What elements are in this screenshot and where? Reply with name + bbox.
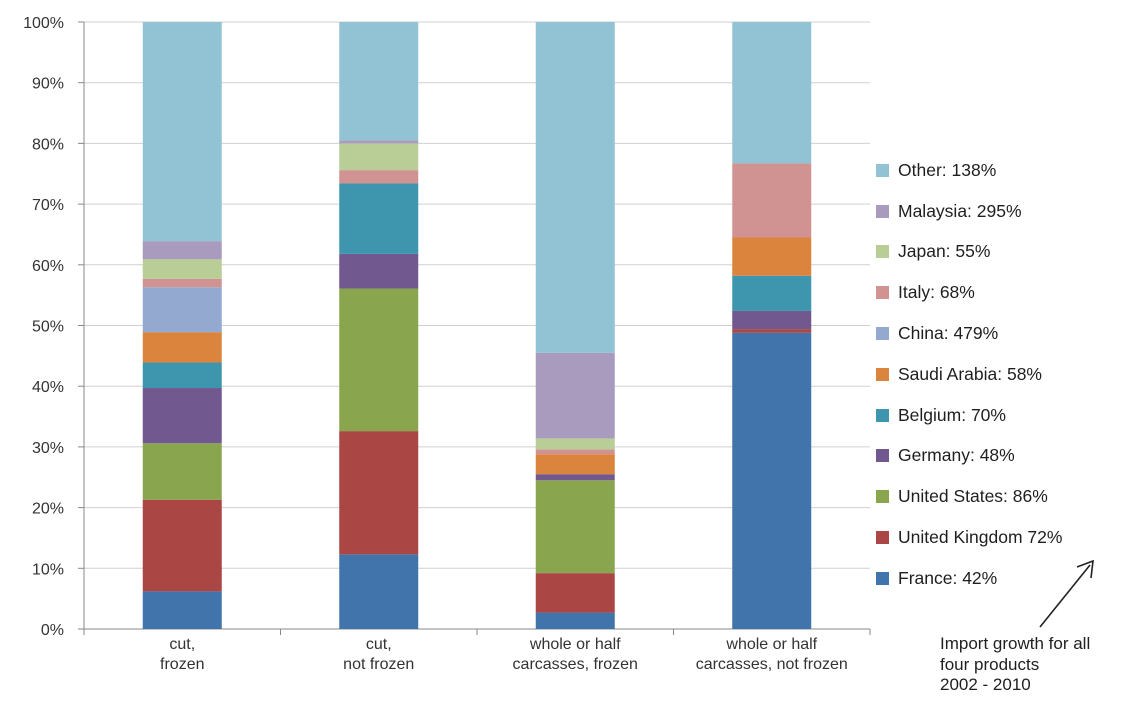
y-tick-label: 90% [32,76,64,93]
y-tick-label: 70% [32,197,64,214]
x-tick-label: not frozen [343,656,414,673]
x-tick-label: carcasses, frozen [513,656,638,673]
bar-segment [339,143,419,171]
legend-label: Japan: 55% [898,241,991,262]
legend-swatch [876,245,889,259]
bar-segment [535,438,615,450]
bar-segment [339,431,419,555]
bar-segment [142,362,222,389]
bar-segment [142,241,222,260]
bar-segment [142,332,222,363]
bar-segment [535,612,615,629]
bar-segment [142,287,222,333]
bar-segment [142,591,222,629]
legend-swatch [876,204,889,218]
legend-label: France: 42% [898,567,998,588]
bar-segment [339,183,419,254]
bar-segment [535,474,615,481]
y-tick-label: 50% [32,319,64,336]
y-tick-label: 30% [32,440,64,457]
annotation-line: 2002 - 2010 [940,675,1031,694]
bar-segment [142,278,222,288]
legend-label: United Kingdom 72% [898,527,1063,548]
y-tick-label: 60% [32,258,64,275]
legend-label: United States: 86% [898,486,1048,507]
bar-segment [732,275,812,311]
legend-swatch [876,449,889,463]
legend-swatch [876,286,889,300]
bar-segment [732,329,812,333]
y-tick-label: 100% [23,15,64,32]
legend-label: China: 479% [898,323,999,344]
x-tick-label: whole or half [725,636,817,653]
legend-swatch [876,571,889,585]
bar-segment [142,388,222,444]
legend-swatch [876,163,889,177]
bar-segment [535,454,615,475]
legend-item: United Kingdom 72% [876,517,1062,558]
bar-segment [142,259,222,279]
y-tick-label: 0% [41,622,64,639]
legend-item: Other: 138% [876,150,1062,191]
bar-segment [142,499,222,592]
y-tick-label: 80% [32,136,64,153]
bar-segment [535,352,615,439]
legend-label: Other: 138% [898,159,997,180]
legend-item: Saudi Arabia: 58% [876,354,1062,395]
legend-item: United States: 86% [876,476,1062,517]
legend-swatch [876,327,889,341]
x-tick-label: cut, [169,636,195,653]
legend-swatch [876,490,889,504]
bar-segment [142,22,222,242]
x-tick-label: carcasses, not frozen [696,656,848,673]
legend-item: Germany: 48% [876,436,1062,477]
x-tick-label: whole or half [529,636,621,653]
bar-segment [339,253,419,289]
bar-segment [339,22,419,141]
bar-segment [339,170,419,184]
legend-swatch [876,367,889,381]
legend-swatch [876,408,889,422]
bar-segment [535,480,615,574]
annotation-line: four products [940,654,1040,674]
legend-item: Malaysia: 295% [876,191,1062,232]
bar-segment [732,310,812,330]
legend-item: China: 479% [876,313,1062,354]
y-tick-label: 40% [32,379,64,396]
bar-segment [732,22,812,164]
bar-segment [535,573,615,613]
legend-label: Belgium: 70% [898,404,1006,425]
legend-item: Italy: 68% [876,272,1062,313]
x-tick-label: frozen [160,656,204,673]
bar-segment [732,163,812,238]
y-tick-label: 20% [32,501,64,518]
legend-swatch [876,531,889,545]
legend-item: Belgium: 70% [876,395,1062,436]
bar-segment [732,237,812,276]
chart-legend: Other: 138% Malaysia: 295% Japan: 55% Italy… [876,150,1062,599]
y-tick-label: 10% [32,561,64,578]
bar-segment [142,443,222,500]
annotation-note: Import growth for all four products 2002… [940,634,1140,696]
bar-segment [339,288,419,432]
legend-label: Italy: 68% [898,282,975,303]
bar-segment [339,140,419,144]
legend-label: Saudi Arabia: 58% [898,363,1042,384]
bar-segment [535,449,615,455]
bar-segment [535,22,615,353]
annotation-line: Import growth for all [940,634,1091,653]
legend-label: Germany: 48% [898,445,1015,466]
bar-segment [339,554,419,629]
legend-item: France: 42% [876,558,1062,599]
bar-segment [732,332,812,629]
legend-label: Malaysia: 295% [898,200,1022,221]
legend-item: Japan: 55% [876,232,1062,273]
x-tick-label: cut, [366,636,392,653]
